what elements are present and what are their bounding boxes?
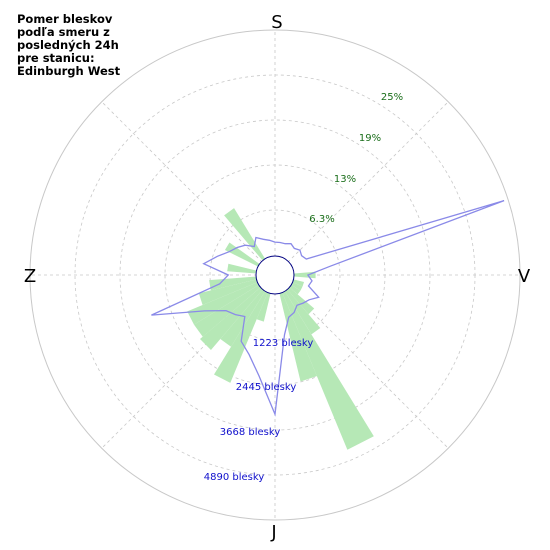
- direction-bar: [214, 291, 268, 383]
- grid-spoke: [101, 101, 276, 276]
- grid-spoke: [274, 101, 449, 276]
- grid-circle: [119, 119, 431, 431]
- count-tick-label: 2445 blesky: [236, 382, 297, 393]
- count-tick-label: 1223 blesky: [253, 338, 314, 349]
- count-tick-label: 3668 blesky: [220, 427, 281, 438]
- grid-circle: [29, 29, 521, 521]
- direction-bar: [289, 284, 301, 295]
- direction-bar: [287, 287, 315, 315]
- direction-bar: [256, 292, 271, 322]
- direction-label-bottom: J: [270, 522, 276, 543]
- percent-tick-label: 6.3%: [309, 214, 334, 225]
- direction-bar: [198, 279, 258, 305]
- grid-spoke: [274, 274, 449, 449]
- grid-spoke: [101, 274, 276, 449]
- percent-tick-label: 19%: [359, 133, 381, 144]
- count-line: [151, 199, 505, 417]
- direction-bar: [284, 289, 321, 335]
- percent-tick-label: 13%: [334, 174, 356, 185]
- direction-bar: [227, 263, 257, 274]
- direction-bar: [293, 271, 316, 279]
- bars: [187, 208, 374, 450]
- direction-bar: [224, 208, 266, 261]
- direction-bar: [282, 291, 374, 450]
- direction-bar: [199, 287, 263, 351]
- direction-bar: [279, 292, 317, 382]
- labels: 6.3% 13% 19% 25% 1223 blesky 2445 blesky 3668 …: [204, 92, 403, 483]
- direction-bar: [187, 282, 259, 325]
- grid-circle: [209, 209, 341, 341]
- direction-bar: [224, 242, 260, 267]
- percent-tick-label: 25%: [381, 92, 403, 103]
- direction-bar: [291, 282, 303, 291]
- direction-bar: [220, 289, 266, 347]
- grid: [29, 29, 521, 521]
- direction-label-right: V: [518, 266, 531, 287]
- direction-label-top: S: [271, 12, 282, 33]
- chart-title: Pomer bleskov podľa smeru z posledných 2…: [17, 12, 121, 78]
- center-circle: [255, 255, 295, 295]
- count-line-path: [151, 199, 505, 417]
- direction-label-left: Z: [24, 266, 36, 287]
- count-tick-label: 4890 blesky: [204, 472, 265, 483]
- direction-bar: [292, 279, 305, 287]
- direction-bar: [209, 276, 257, 291]
